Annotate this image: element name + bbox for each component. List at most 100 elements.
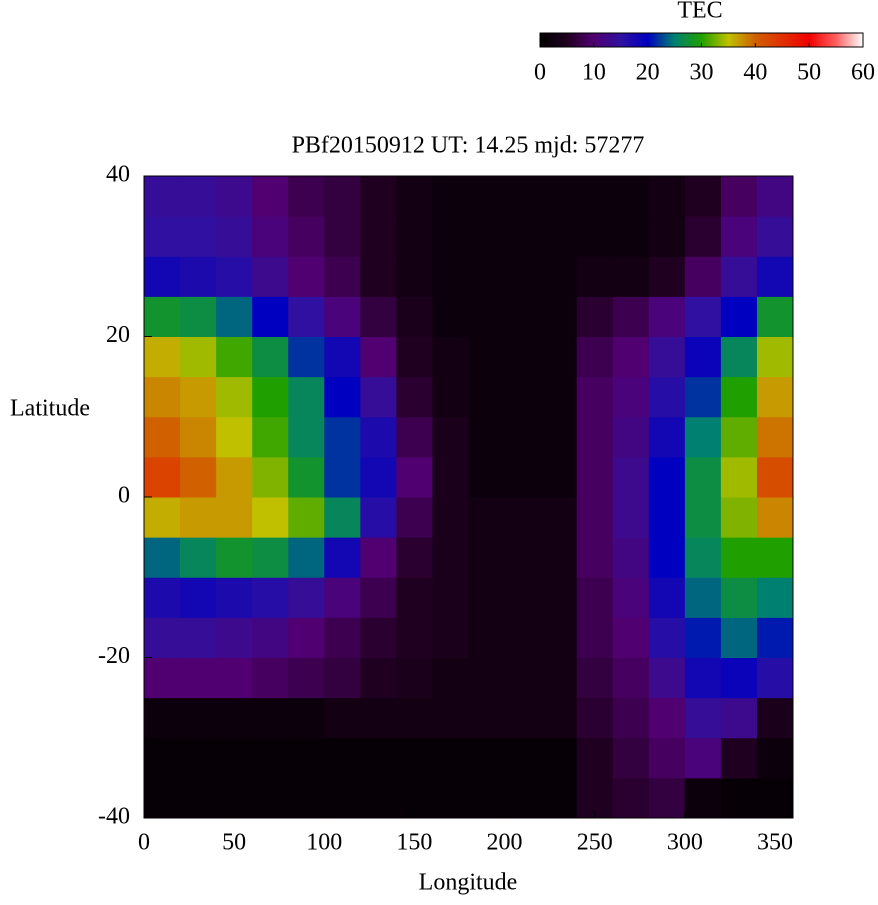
heatmap-cell bbox=[720, 456, 758, 498]
heatmap-cell bbox=[576, 296, 614, 337]
heatmap-cell bbox=[612, 416, 650, 458]
heatmap-cell bbox=[180, 697, 217, 739]
heatmap-cell bbox=[612, 537, 650, 578]
heatmap-cell bbox=[468, 296, 506, 337]
heatmap-cell bbox=[720, 657, 758, 699]
heatmap-cell bbox=[144, 777, 181, 819]
heatmap-cell bbox=[144, 697, 181, 739]
heatmap-cell bbox=[684, 416, 722, 458]
heatmap-cell bbox=[648, 416, 686, 458]
heatmap-cell bbox=[216, 497, 253, 538]
y-tick-label: 0 bbox=[118, 483, 130, 509]
heatmap-cell bbox=[360, 577, 397, 618]
heatmap-cell bbox=[252, 777, 289, 819]
heatmap-cell bbox=[648, 577, 686, 618]
heatmap-cell bbox=[216, 376, 253, 418]
heatmap-cell bbox=[324, 777, 361, 819]
heatmap-cell bbox=[612, 376, 650, 418]
heatmap-cell bbox=[180, 176, 217, 217]
heatmap-cell bbox=[288, 737, 325, 779]
heatmap-cell bbox=[180, 657, 217, 699]
colorbar-label: TEC bbox=[677, 0, 722, 24]
heatmap-cell bbox=[252, 256, 289, 297]
heatmap-cell bbox=[540, 176, 578, 217]
heatmap-cell bbox=[756, 737, 794, 779]
heatmap-cell bbox=[612, 617, 650, 658]
y-tick-label: 40 bbox=[106, 162, 130, 188]
heatmap-cell bbox=[288, 296, 325, 337]
chart-title: PBf20150912 UT: 14.25 mjd: 57277 bbox=[292, 133, 645, 159]
heatmap-cell bbox=[360, 697, 397, 739]
heatmap-cell bbox=[684, 577, 722, 618]
heatmap-cell bbox=[252, 176, 289, 217]
heatmap-cell bbox=[468, 256, 506, 297]
heatmap-cell bbox=[612, 256, 650, 297]
heatmap-cell bbox=[216, 176, 253, 217]
heatmap-cell bbox=[612, 497, 650, 538]
heatmap-cell bbox=[540, 617, 578, 658]
heatmap-cell bbox=[720, 537, 758, 578]
heatmap-cell bbox=[396, 497, 433, 538]
heatmap-cell bbox=[540, 737, 578, 779]
heatmap-cell bbox=[612, 577, 650, 618]
heatmap-cell bbox=[216, 577, 253, 618]
heatmap-cell bbox=[324, 737, 361, 779]
heatmap-cell bbox=[144, 456, 181, 498]
heatmap-cell bbox=[324, 416, 361, 458]
heatmap-cell bbox=[396, 617, 433, 658]
heatmap-cell bbox=[504, 617, 542, 658]
heatmap-cell bbox=[648, 256, 686, 297]
heatmap-cell bbox=[324, 296, 361, 337]
heatmap-cell bbox=[720, 296, 758, 337]
heatmap-cell bbox=[540, 577, 578, 618]
heatmap-cell bbox=[432, 777, 469, 819]
heatmap-cell bbox=[252, 737, 289, 779]
heatmap-cell bbox=[180, 336, 217, 378]
heatmap-cell bbox=[684, 216, 722, 257]
heatmap-cell bbox=[288, 617, 325, 658]
heatmap-cell bbox=[648, 617, 686, 658]
heatmap-cell bbox=[468, 376, 506, 418]
heatmap-cell bbox=[756, 336, 794, 378]
heatmap-cell bbox=[576, 376, 614, 418]
x-tick-label: 0 bbox=[138, 830, 150, 856]
heatmap-cell bbox=[756, 216, 794, 257]
heatmap-cell bbox=[396, 577, 433, 618]
heatmap-cell bbox=[180, 256, 217, 297]
heatmap-cell bbox=[720, 617, 758, 658]
heatmap-cell bbox=[360, 296, 397, 337]
heatmap-cell bbox=[396, 697, 433, 739]
heatmap-cell bbox=[756, 416, 794, 458]
heatmap-cell bbox=[648, 176, 686, 217]
heatmap-cell bbox=[432, 256, 469, 297]
colorbar-tick-label: 50 bbox=[797, 60, 821, 86]
heatmap-cell bbox=[720, 737, 758, 779]
heatmap-cell bbox=[504, 176, 542, 217]
heatmap-cell bbox=[648, 657, 686, 699]
heatmap-cell bbox=[324, 537, 361, 578]
heatmap-cell bbox=[468, 777, 506, 819]
heatmap-cell bbox=[324, 336, 361, 378]
heatmap-cell bbox=[144, 376, 181, 418]
heatmap-cell bbox=[288, 216, 325, 257]
heatmap-cell bbox=[288, 456, 325, 498]
heatmap-cell bbox=[576, 537, 614, 578]
heatmap-cell bbox=[216, 537, 253, 578]
heatmap-cell bbox=[432, 657, 469, 699]
heatmap-cell bbox=[216, 697, 253, 739]
heatmap-cell bbox=[468, 657, 506, 699]
heatmap-cell bbox=[540, 777, 578, 819]
heatmap-cell bbox=[324, 216, 361, 257]
heatmap-cell bbox=[684, 537, 722, 578]
heatmap-cell bbox=[144, 497, 181, 538]
heatmap-cell bbox=[288, 376, 325, 418]
heatmap-cell bbox=[684, 617, 722, 658]
heatmap-cell bbox=[576, 577, 614, 618]
heatmap-cell bbox=[684, 777, 722, 819]
x-tick-label: 300 bbox=[667, 830, 703, 856]
heatmap-cell bbox=[612, 697, 650, 739]
heatmap-cell bbox=[216, 416, 253, 458]
x-tick-label: 350 bbox=[757, 830, 793, 856]
heatmap-cell bbox=[540, 336, 578, 378]
heatmap-cell bbox=[504, 577, 542, 618]
